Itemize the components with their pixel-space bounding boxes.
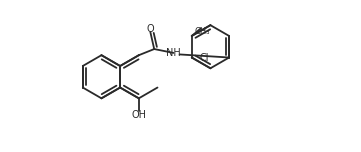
Text: NH: NH: [166, 48, 181, 58]
Text: Cl: Cl: [199, 52, 209, 62]
Text: OH: OH: [131, 110, 146, 120]
Text: O: O: [147, 24, 154, 34]
Text: CH₃: CH₃: [195, 27, 210, 36]
